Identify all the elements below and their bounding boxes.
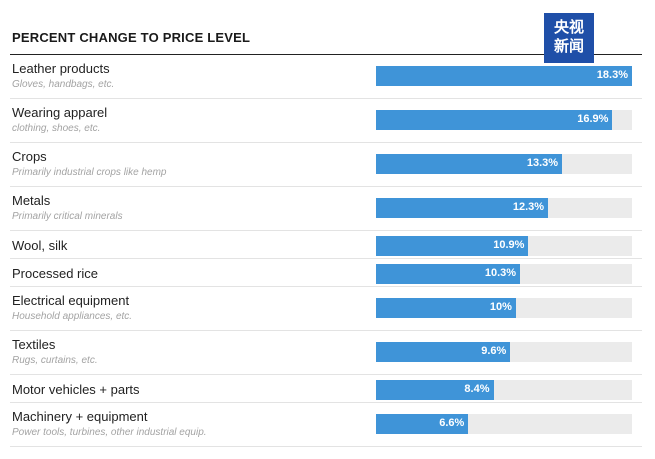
chart-row: Processed rice 10.3% [10, 259, 642, 287]
bar-value-label: 10.3% [484, 267, 517, 279]
bar: 8.4% [376, 380, 494, 400]
category-label: Textiles [12, 337, 56, 352]
bar-value-label: 8.4% [464, 383, 490, 395]
category-sublabel: Power tools, turbines, other industrial … [12, 427, 207, 438]
bar: 12.3% [376, 198, 549, 218]
bar: 10.3% [376, 264, 521, 284]
bar-track: 10% [376, 298, 632, 318]
category-sublabel: Rugs, curtains, etc. [12, 355, 98, 366]
chart-row: Machinery + equipment Power tools, turbin… [10, 403, 642, 447]
watermark-line-2: 新闻 [553, 37, 584, 55]
bar: 18.3% [376, 66, 632, 86]
bar-value-label: 13.3% [526, 157, 559, 169]
category-sublabel: Gloves, handbags, etc. [12, 79, 115, 90]
chart-row: Motor vehicles + parts 8.4% [10, 375, 642, 403]
bar: 16.9% [376, 110, 613, 130]
chart-row: Wool, silk 10.9% [10, 231, 642, 259]
bar-value-label: 6.6% [439, 417, 465, 429]
category-label: Wool, silk [12, 238, 68, 253]
bar-track: 10.9% [376, 236, 632, 256]
bar-track: 13.3% [376, 154, 632, 174]
category-label: Crops [12, 149, 47, 164]
chart-title: PERCENT CHANGE TO PRICE LEVEL [12, 30, 251, 45]
category-label: Electrical equipment [12, 293, 130, 308]
chart-row: Crops Primarily industrial crops like hem… [10, 143, 642, 187]
watermark-logo: 央视 新闻 [544, 13, 594, 63]
bar: 6.6% [376, 414, 469, 434]
bar-track: 12.3% [376, 198, 632, 218]
bar-value-label: 16.9% [577, 113, 609, 125]
chart-row: Wearing apparel clothing, shoes, etc. 16.9… [10, 99, 642, 143]
bar: 10% [376, 298, 516, 318]
bar-chart: Leather products Gloves, handbags, etc. 18… [10, 55, 642, 447]
category-sublabel: Household appliances, etc. [12, 311, 133, 322]
bar-value-label: 9.6% [481, 345, 507, 357]
chart-row: Leather products Gloves, handbags, etc. 18… [10, 55, 642, 99]
bar-value-label: 10.9% [493, 239, 525, 251]
category-label: Motor vehicles + parts [12, 382, 140, 397]
bar-track: 8.4% [376, 380, 632, 400]
chart-row: Textiles Rugs, curtains, etc. 9.6% [10, 331, 642, 375]
bar: 13.3% [376, 154, 563, 174]
chart-row: Electrical equipment Household appliances… [10, 287, 642, 331]
category-label: Leather products [12, 61, 110, 76]
category-sublabel: Primarily industrial crops like hemp [12, 167, 167, 178]
bar-value-label: 18.3% [596, 69, 628, 81]
bar-track: 9.6% [376, 342, 632, 362]
bar-value-label: 10% [489, 301, 512, 313]
bar: 9.6% [376, 342, 511, 362]
bar-track: 16.9% [376, 110, 632, 130]
bar-value-label: 12.3% [512, 201, 545, 213]
category-sublabel: Primarily critical minerals [12, 211, 123, 222]
category-label: Processed rice [12, 266, 98, 281]
category-label: Machinery + equipment [12, 409, 148, 424]
watermark-line-1: 央视 [553, 18, 584, 36]
bar-track: 18.3% [376, 66, 632, 86]
bar-track: 10.3% [376, 264, 632, 284]
category-label: Wearing apparel [12, 105, 108, 120]
chart-row: Metals Primarily critical minerals 12.3% [10, 187, 642, 231]
title-divider [10, 54, 642, 55]
bar: 10.9% [376, 236, 529, 256]
category-label: Metals [12, 193, 51, 208]
category-sublabel: clothing, shoes, etc. [12, 123, 101, 134]
bar-track: 6.6% [376, 414, 632, 434]
